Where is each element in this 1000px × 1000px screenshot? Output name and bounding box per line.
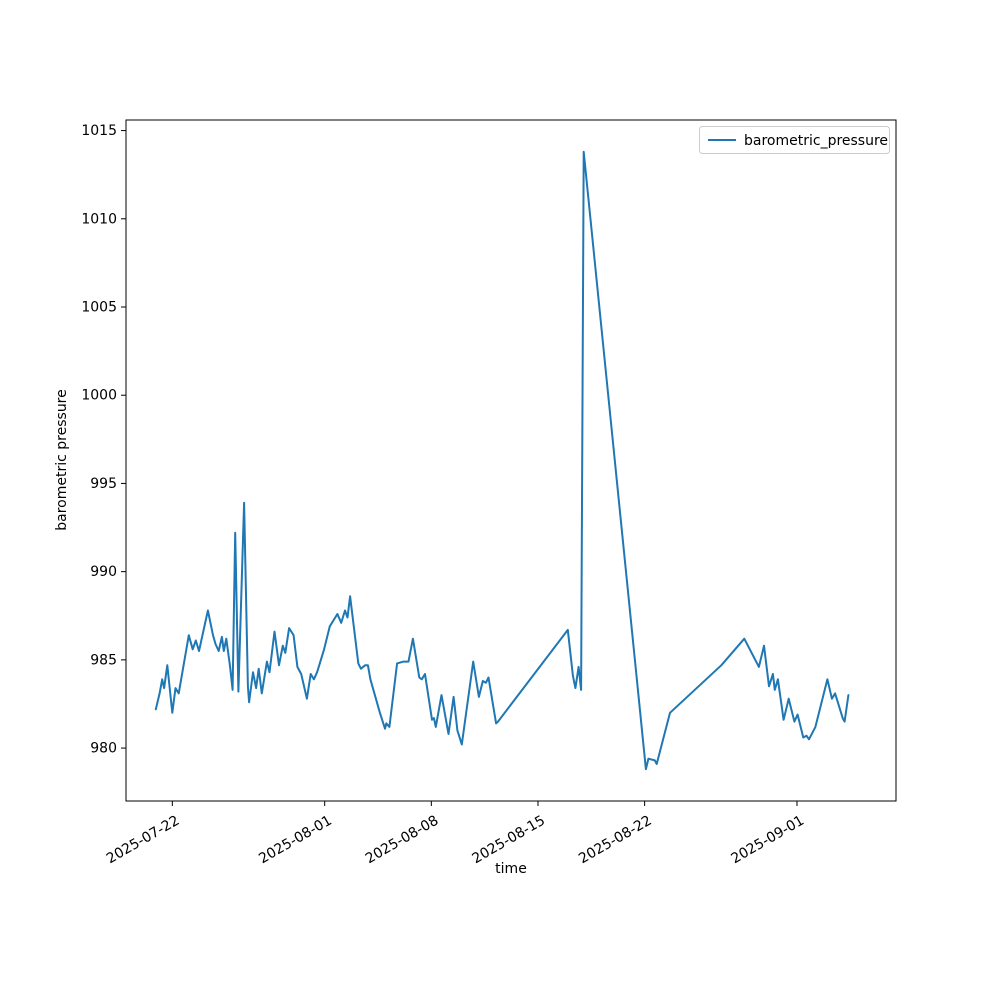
y-axis-label: barometric pressure (54, 389, 70, 530)
x-tick-label: 2025-08-15 (470, 813, 548, 868)
y-tick-label: 1010 (81, 211, 117, 227)
legend-box (699, 126, 890, 154)
x-axis-label: time (495, 861, 527, 877)
legend-label: barometric_pressure (744, 133, 888, 149)
x-tick-label: 2025-09-01 (728, 813, 806, 868)
y-tick-label: 985 (90, 652, 117, 668)
y-tick-label: 1015 (81, 123, 117, 139)
y-tick-label: 1000 (81, 388, 117, 404)
y-axis-ticks: 980 985 990 995 1000 1005 1010 1015 (81, 123, 126, 757)
y-tick-label: 990 (90, 564, 117, 580)
y-tick-label: 1005 (81, 300, 117, 316)
x-tick-label: 2025-08-08 (363, 813, 441, 868)
x-tick-label: 2025-07-22 (104, 813, 182, 868)
x-axis-ticks: 2025-07-22 2025-08-01 2025-08-08 2025-08-15… (104, 801, 807, 867)
plot-area (125, 119, 897, 802)
y-tick-label: 995 (90, 476, 117, 492)
barometric-pressure-line (154, 150, 850, 771)
legend: barometric_pressure (699, 126, 890, 154)
y-tick-label: 980 (90, 741, 117, 757)
x-tick-label: 2025-08-22 (576, 813, 654, 868)
x-tick-label: 2025-08-01 (256, 813, 334, 868)
